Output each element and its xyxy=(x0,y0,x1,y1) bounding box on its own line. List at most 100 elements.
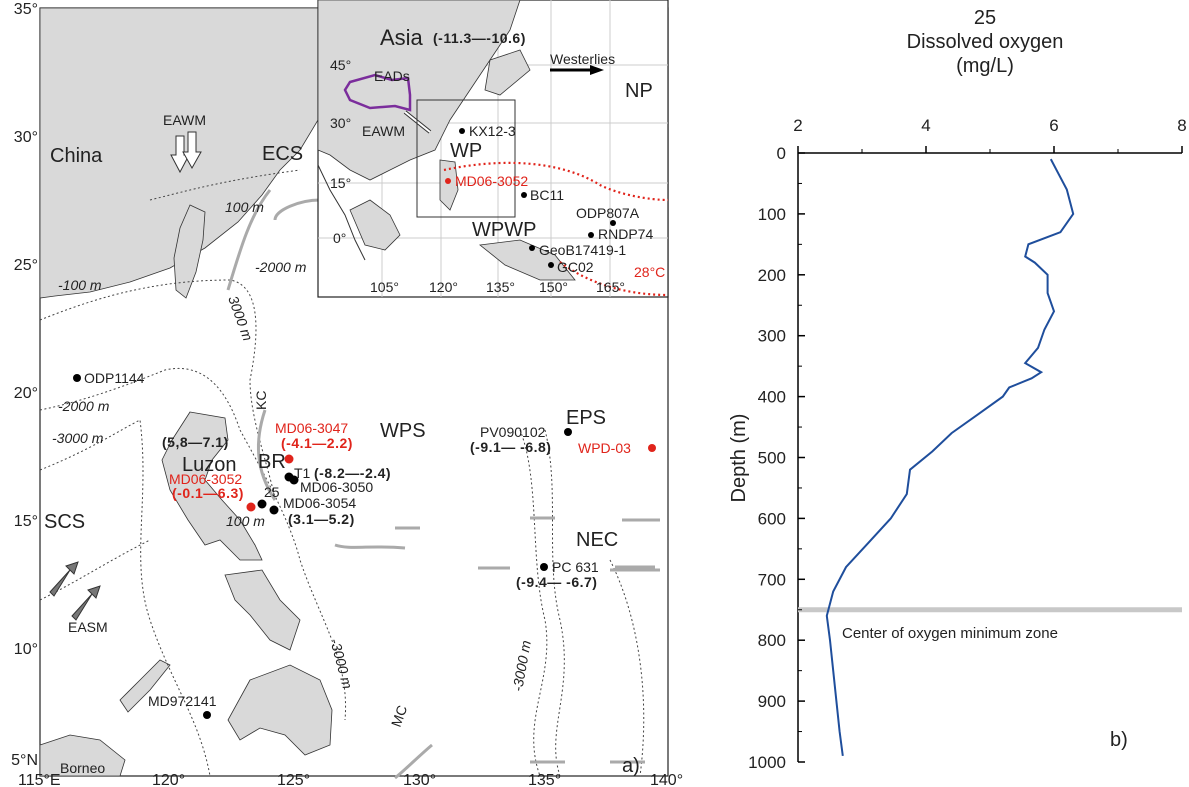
site-label: WPD-03 xyxy=(578,440,631,456)
site-value: (-0.1—6.3) xyxy=(172,485,244,501)
site-value: (-4.1—2.2) xyxy=(281,435,353,451)
y-tick-label: 900 xyxy=(758,692,786,711)
region-ecs: ECS xyxy=(262,143,303,165)
y-tick-label: 1000 xyxy=(748,753,786,772)
chart-title: 25 xyxy=(974,7,996,29)
inset-y-tick: 15° xyxy=(330,175,351,191)
map-x-tick: 140° xyxy=(650,772,683,787)
inset-x-tick: 105° xyxy=(370,279,399,295)
site-label: MD06-3052 xyxy=(169,471,242,487)
inset-y-tick: 45° xyxy=(330,57,351,73)
inset-y-tick: 0° xyxy=(333,230,346,246)
site-label: MD06-3047 xyxy=(275,420,348,436)
inset-westerlies-label: Westerlies xyxy=(550,51,615,67)
site-label: ODP1144 xyxy=(84,370,145,386)
oxygen-minimum-label: Center of oxygen minimum zone xyxy=(842,625,1058,642)
site-label: PV090102 xyxy=(480,424,546,440)
site-value: (-9.4— -6.7) xyxy=(516,574,597,590)
inset-site: RNDP74 xyxy=(598,226,653,242)
map-x-tick: 120° xyxy=(152,772,185,787)
site-label: PC 631 xyxy=(552,559,599,575)
map-y-tick: 30° xyxy=(14,129,38,146)
map-y-tick: 5°N xyxy=(11,752,38,769)
mindanao-land xyxy=(227,664,333,756)
map-y-tick: 25° xyxy=(14,257,38,274)
inset-asia-range: (-11.3—-10.6) xyxy=(433,30,526,46)
borneo-land xyxy=(39,734,126,777)
region-wps: WPS xyxy=(380,420,426,442)
x-axis-unit: (mg/L) xyxy=(956,55,1014,77)
eads-outline xyxy=(343,73,412,112)
palawan-land xyxy=(119,659,171,713)
site-value: (3.1—5.2) xyxy=(288,511,355,527)
x-axis-label: Dissolved oxygen xyxy=(907,31,1064,53)
site-value: (-8.2—-2.4) xyxy=(314,465,391,481)
region-br: BR xyxy=(258,451,286,473)
site-label: T1 xyxy=(294,465,311,481)
inset-site: MD06-3052 xyxy=(455,173,528,189)
site-label: 25 xyxy=(264,484,280,500)
inset-site: GeoB17419-1 xyxy=(539,242,626,258)
current-mc: MC xyxy=(388,703,410,729)
y-tick-label: 200 xyxy=(758,266,786,285)
contour-label: -3000 m xyxy=(52,430,104,446)
oxygen-profile-chart: 25 Dissolved oxygen (mg/L) Depth (m) Cen… xyxy=(728,7,1187,772)
inset-site: GC02 xyxy=(557,259,594,275)
inset-wp-label: WP xyxy=(450,140,482,162)
x-tick-label: 4 xyxy=(921,116,930,135)
region-eps: EPS xyxy=(566,407,606,429)
current-easm: EASM xyxy=(68,619,108,635)
inset-x-tick: 120° xyxy=(429,279,458,295)
y-tick-label: 500 xyxy=(758,449,786,468)
y-tick-label: 700 xyxy=(758,570,786,589)
map-y-tick: 20° xyxy=(14,385,38,402)
site-label: MD972141 xyxy=(148,693,217,709)
region-luzon: Luzon xyxy=(182,454,237,476)
visayas-land xyxy=(224,569,301,651)
y-tick-label: 0 xyxy=(777,144,786,163)
inset-isotherm-label: 28°C xyxy=(634,264,665,280)
x-tick-label: 2 xyxy=(793,116,802,135)
contour-label: 100 m xyxy=(225,199,264,215)
y-tick-label: 400 xyxy=(758,388,786,407)
current-eawm: EAWM xyxy=(163,112,206,128)
study-area-box xyxy=(416,99,516,218)
contour-label: -2000 m xyxy=(58,398,110,414)
inset-eads-label: EADs xyxy=(374,68,410,84)
oxygen-profile-line xyxy=(825,158,1075,757)
y-tick-label: 800 xyxy=(758,631,786,650)
y-tick-label: 100 xyxy=(758,205,786,224)
y-tick-label: 300 xyxy=(758,327,786,346)
taiwan-land xyxy=(173,204,206,299)
inset-map xyxy=(317,0,669,298)
map-x-tick: 115°E xyxy=(18,772,61,787)
inset-wpwp-label: WPWP xyxy=(472,219,536,241)
current-kc: KC xyxy=(253,391,269,410)
inset-asia-label: Asia xyxy=(380,25,424,50)
current-arrows xyxy=(226,189,660,780)
map-y-tick: 35° xyxy=(14,1,38,18)
map-x-tick: 125° xyxy=(277,772,310,787)
site-value: (-9.1— -6.8) xyxy=(470,439,551,455)
y-axis-label: Depth (m) xyxy=(728,414,750,503)
map-x-ticks: 115°E 120° 125° 130° 135° 140° xyxy=(18,772,683,787)
isotherm-28c xyxy=(443,161,669,202)
x-tick-label: 8 xyxy=(1177,116,1186,135)
region-borneo: Borneo xyxy=(60,760,105,776)
contour-label: -100 m xyxy=(58,277,102,293)
region-nec: NEC xyxy=(576,529,618,551)
panel-b-label: b) xyxy=(1110,729,1128,751)
map-y-tick: 10° xyxy=(14,641,38,658)
luzon-range: (5,8—7.1) xyxy=(162,434,229,450)
inset-np-label: NP xyxy=(625,80,653,102)
contour-label: -2000 m xyxy=(255,259,307,275)
inset-y-tick: 30° xyxy=(330,115,351,131)
map-x-tick: 135° xyxy=(528,772,561,787)
map-panel: China ECS SCS Luzon Borneo WPS EPS NEC B… xyxy=(11,0,683,787)
inset-x-tick: 165° xyxy=(596,279,625,295)
y-tick-label: 600 xyxy=(758,509,786,528)
region-china: China xyxy=(50,145,103,167)
map-y-tick: 15° xyxy=(14,513,38,530)
luzon-land xyxy=(161,411,263,561)
